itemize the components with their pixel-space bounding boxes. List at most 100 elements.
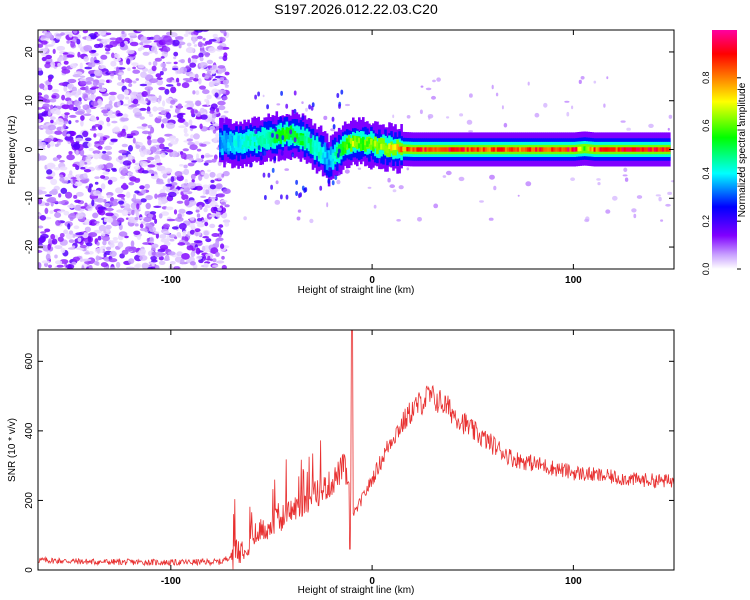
ridge-cell bbox=[498, 147, 502, 152]
noise-blob bbox=[44, 202, 50, 207]
ridge-cell bbox=[448, 147, 452, 152]
noise-blob bbox=[154, 218, 158, 224]
noise-blob bbox=[46, 162, 56, 170]
ridge-cell bbox=[239, 141, 242, 148]
noise-blob bbox=[176, 232, 182, 237]
ridge-cell bbox=[388, 145, 391, 158]
noise-blob bbox=[170, 182, 178, 186]
noise-blob bbox=[213, 79, 221, 86]
noise-blob bbox=[197, 35, 203, 40]
noise-blob bbox=[161, 201, 166, 205]
noise-blob bbox=[345, 103, 350, 107]
noise-blob bbox=[202, 184, 210, 189]
noise-blob bbox=[98, 79, 106, 83]
noise-blob bbox=[177, 113, 184, 120]
streak-blob bbox=[328, 167, 332, 172]
streak-blob bbox=[336, 93, 340, 98]
ridge-cell bbox=[523, 147, 526, 152]
noise-blob bbox=[50, 104, 54, 110]
ridge-cell bbox=[462, 147, 466, 152]
ridge-cell bbox=[515, 147, 518, 152]
ridge-cell bbox=[591, 147, 595, 152]
noise-blob bbox=[147, 95, 152, 101]
noise-blob bbox=[164, 241, 171, 247]
noise-blob bbox=[660, 219, 664, 222]
ridge-cell bbox=[350, 139, 353, 152]
ridge-cell bbox=[287, 127, 291, 134]
noise-blob bbox=[107, 179, 113, 185]
noise-blob bbox=[95, 82, 105, 86]
noise-blob bbox=[83, 173, 88, 178]
noise-blob bbox=[161, 50, 168, 58]
noise-blob bbox=[189, 217, 195, 221]
ridge-cell bbox=[502, 147, 506, 152]
y-tick-label: -20 bbox=[24, 239, 35, 254]
noise-blob bbox=[101, 109, 109, 114]
noise-blob bbox=[156, 165, 166, 172]
noise-blob bbox=[159, 234, 167, 239]
noise-blob bbox=[132, 98, 139, 105]
noise-blob bbox=[96, 132, 104, 137]
noise-blob bbox=[191, 222, 195, 229]
noise-blob bbox=[41, 40, 48, 45]
noise-blob bbox=[83, 169, 92, 173]
ridge-cell bbox=[380, 143, 383, 150]
noise-blob bbox=[93, 133, 97, 138]
noise-blob bbox=[142, 51, 150, 56]
ridge-cell bbox=[583, 146, 586, 151]
noise-blob bbox=[580, 76, 585, 80]
noise-blob bbox=[94, 181, 99, 185]
noise-blob bbox=[190, 173, 196, 180]
noise-blob bbox=[164, 167, 173, 174]
noise-blob bbox=[158, 199, 162, 207]
y-tick-label: 200 bbox=[24, 492, 35, 509]
noise-blob bbox=[117, 209, 123, 213]
ridge-cell bbox=[327, 159, 331, 166]
ridge-cell bbox=[641, 147, 645, 152]
noise-blob bbox=[176, 82, 181, 87]
noise-blob bbox=[55, 109, 61, 116]
ridge-cell bbox=[603, 147, 607, 152]
streak-blob bbox=[285, 194, 289, 200]
noise-blob bbox=[50, 119, 54, 124]
noise-blob bbox=[70, 130, 75, 137]
streak-blob bbox=[301, 115, 305, 121]
noise-blob bbox=[93, 229, 103, 234]
streak-blob bbox=[274, 126, 278, 132]
noise-blob bbox=[161, 118, 170, 124]
noise-blob bbox=[191, 34, 198, 38]
noise-blob bbox=[204, 205, 211, 209]
noise-blob bbox=[108, 91, 117, 96]
noise-blob bbox=[49, 116, 57, 120]
ridge-cell bbox=[285, 133, 289, 140]
noise-blob bbox=[176, 251, 183, 257]
noise-blob bbox=[121, 30, 125, 35]
ridge-cell bbox=[571, 147, 574, 152]
noise-blob bbox=[220, 243, 225, 249]
noise-blob bbox=[150, 146, 157, 153]
ridge-cell bbox=[547, 147, 550, 152]
noise-blob bbox=[185, 210, 193, 215]
noise-blob bbox=[162, 173, 168, 179]
noise-blob bbox=[40, 233, 49, 239]
noise-blob bbox=[274, 199, 281, 205]
noise-blob bbox=[153, 205, 162, 208]
noise-blob bbox=[54, 143, 59, 147]
ridge-cell bbox=[581, 146, 584, 151]
noise-blob bbox=[75, 232, 84, 236]
noise-blob bbox=[141, 170, 150, 174]
snr-panel: -100 0 100 0 200 400 600 Height of straight li… bbox=[7, 329, 675, 596]
noise-blob bbox=[101, 235, 110, 242]
noise-blob bbox=[94, 247, 104, 254]
noise-blob bbox=[135, 78, 139, 81]
streak-blob bbox=[271, 167, 275, 173]
spectrogram-ylabel: Frequency (Hz) bbox=[7, 116, 18, 185]
noise-blob bbox=[59, 174, 64, 178]
ridge-cell bbox=[366, 141, 369, 147]
noise-blob bbox=[186, 107, 193, 110]
ridge-cell bbox=[388, 143, 391, 149]
noise-blob bbox=[445, 170, 452, 176]
noise-blob bbox=[109, 37, 117, 41]
noise-blob bbox=[148, 169, 155, 174]
noise-blob bbox=[218, 105, 226, 111]
